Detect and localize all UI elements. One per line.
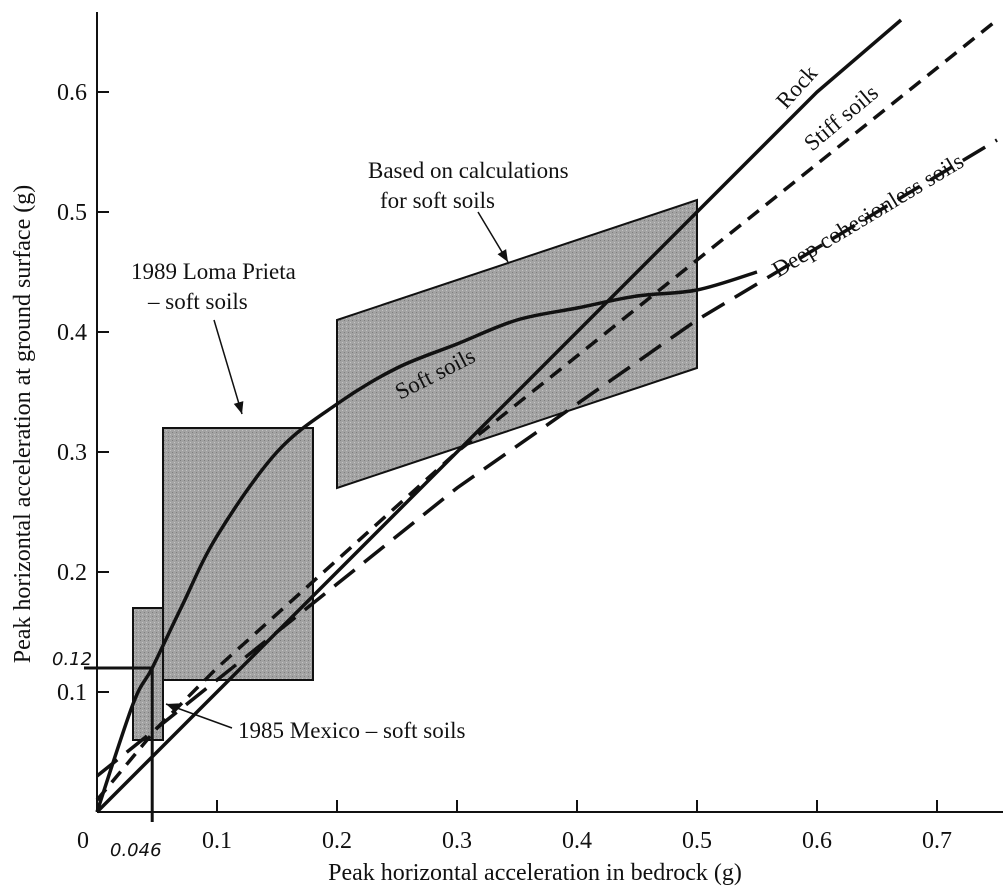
region-1 <box>162 427 314 681</box>
annotations <box>84 211 509 822</box>
label-loma-line1: 1989 Loma Prieta <box>131 259 296 284</box>
hand-label-x: 0.046 <box>110 840 162 861</box>
label-deep-cohesionless-soils: Deep cohesionless soils <box>768 148 968 282</box>
arrow-loma <box>213 319 243 415</box>
y-tick-label: 0.2 <box>57 560 87 586</box>
y-axis-title: Peak horizontal acceleration at ground s… <box>10 185 36 663</box>
x-tick-label: 0.2 <box>322 828 352 854</box>
y-tick-label: 0.1 <box>57 680 87 706</box>
label-loma-line2: – soft soils <box>147 289 248 314</box>
x-tick-label: 0.5 <box>682 828 712 854</box>
label-mexico: 1985 Mexico – soft soils <box>238 718 465 743</box>
arrow-mexico-head <box>166 703 179 713</box>
label-rock: Rock <box>771 60 822 113</box>
arrow-calc-head <box>497 249 508 262</box>
x-axis-title: Peak horizontal acceleration in bedrock … <box>328 860 742 886</box>
x-tick-label: 0 <box>77 828 89 854</box>
x-tick-label: 0.7 <box>922 828 952 854</box>
x-tick-label: 0.4 <box>562 828 592 854</box>
series-deep-cohesionless-soils <box>95 138 998 778</box>
series-rock <box>95 18 903 814</box>
x-tick-label: 0.3 <box>442 828 472 854</box>
axis-ticks: 0 0.1 0.2 0.3 0.4 0.5 0.6 0.7 0.1 0.2 0.3 0.4 0.5 0.6 <box>57 80 952 854</box>
region-2 <box>336 198 698 490</box>
series-soft-soils <box>95 270 758 813</box>
hand-label-y: 0.12 <box>52 649 92 670</box>
label-calc-line1: Based on calculations <box>368 158 569 183</box>
x-tick-label: 0.6 <box>802 828 832 854</box>
arrow-loma-head <box>233 401 244 414</box>
label-calc-line2: for soft soils <box>380 188 495 213</box>
x-tick-label: 0.1 <box>202 828 232 854</box>
y-tick-label: 0.4 <box>57 320 87 346</box>
y-tick-label: 0.5 <box>57 200 87 226</box>
y-tick-label: 0.3 <box>57 440 87 466</box>
y-tick-label: 0.6 <box>57 80 87 106</box>
